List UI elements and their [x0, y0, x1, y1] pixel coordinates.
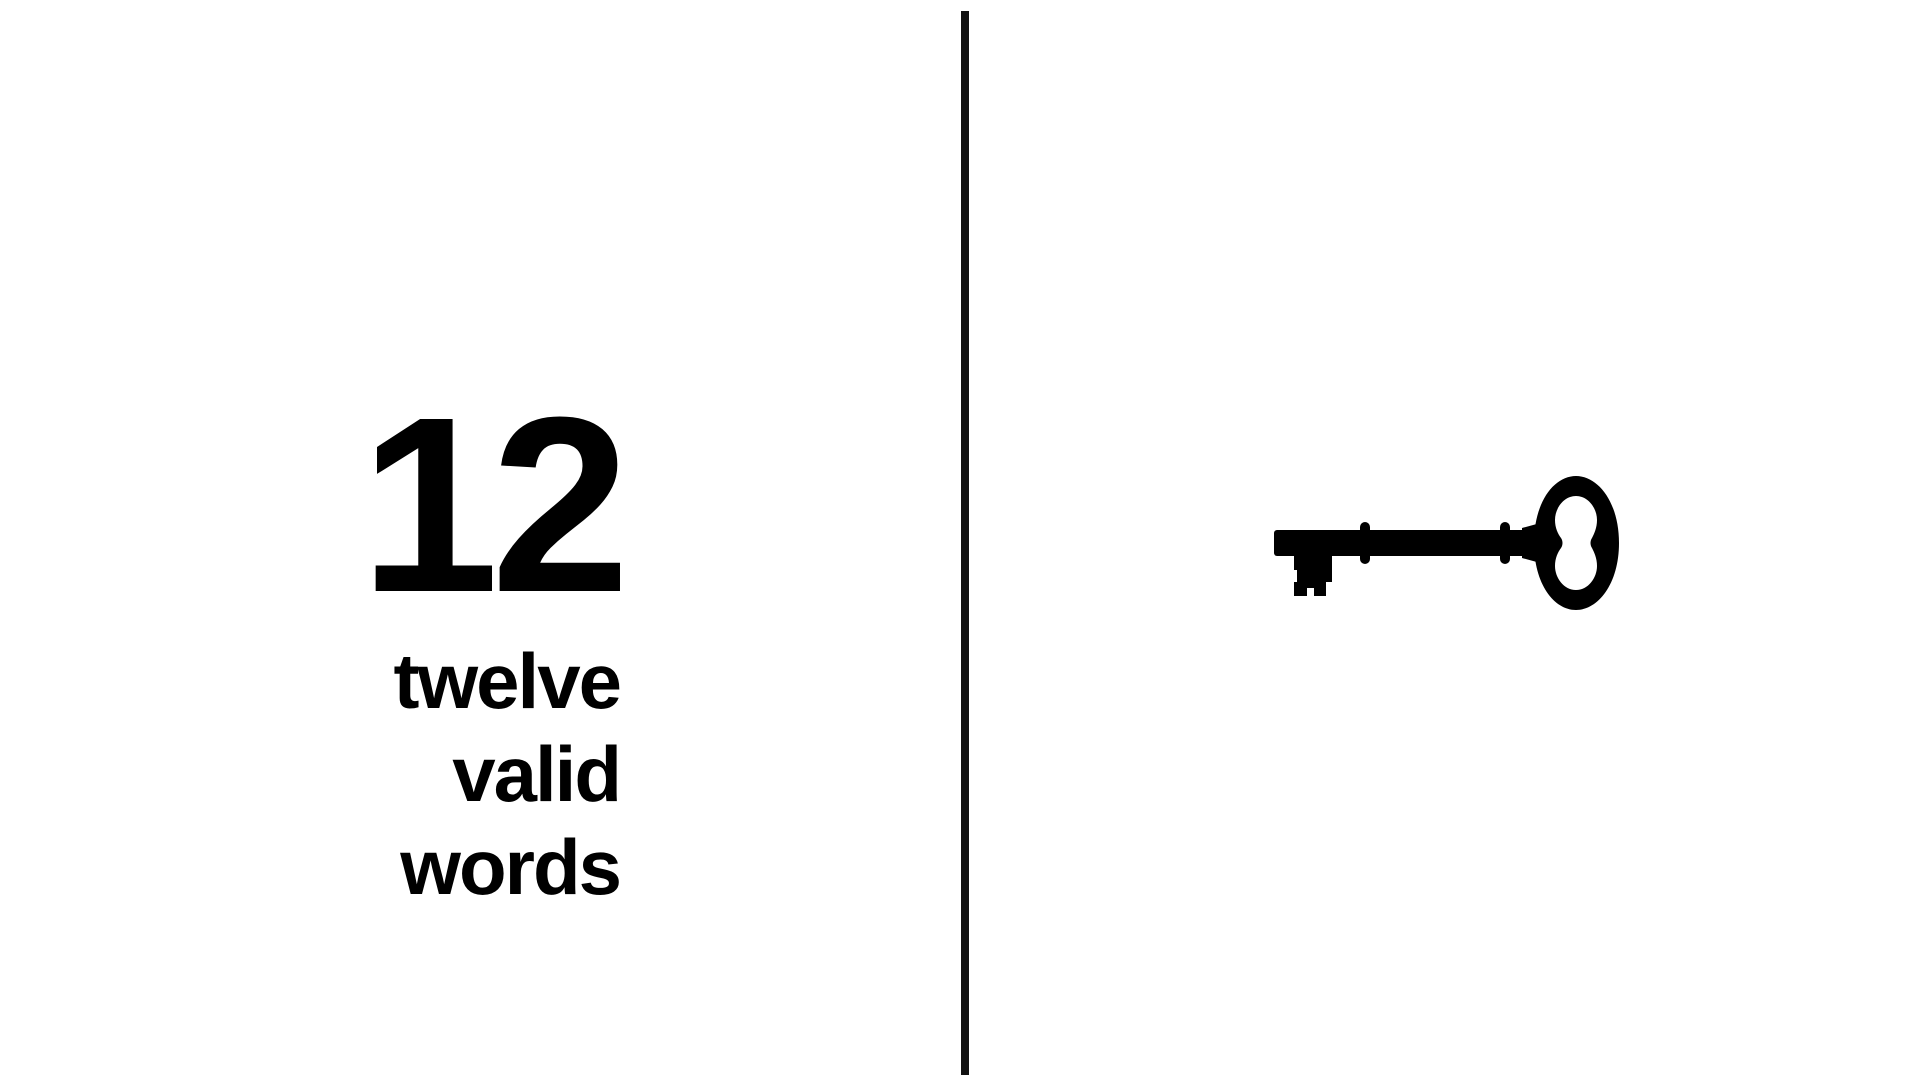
word-count-caption: twelve valid words: [350, 635, 620, 914]
caption-line-3: words: [350, 821, 620, 914]
vertical-divider: [961, 11, 969, 1075]
key-icon: [1272, 472, 1622, 612]
word-count-block: 12 twelve valid words: [350, 405, 620, 914]
caption-line-2: valid: [350, 728, 620, 821]
caption-line-1: twelve: [350, 635, 620, 728]
word-count-number: 12: [350, 405, 622, 605]
